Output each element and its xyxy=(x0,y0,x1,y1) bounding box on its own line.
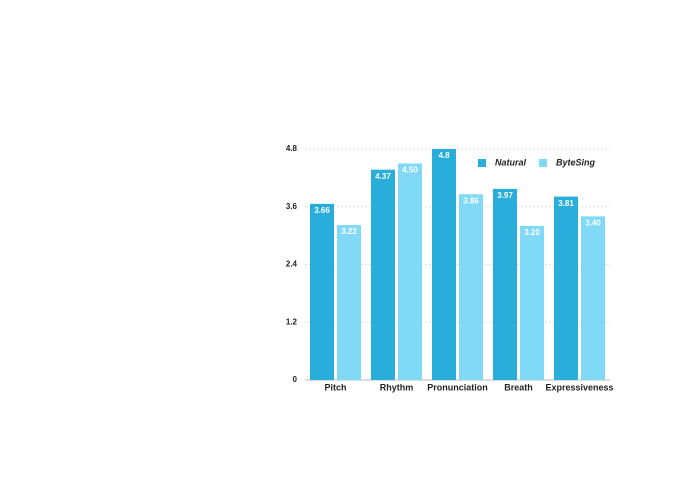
value-label: 4.37 xyxy=(375,172,391,181)
bar xyxy=(398,163,422,380)
x-tick-label: Pitch xyxy=(324,382,346,392)
bar xyxy=(459,194,483,380)
y-tick-label: 4.8 xyxy=(286,144,298,153)
legend-label: ByteSing xyxy=(556,157,596,167)
value-label: 3.20 xyxy=(524,228,540,237)
bar xyxy=(554,196,578,380)
bar xyxy=(337,225,361,380)
legend-swatch xyxy=(539,159,547,167)
value-label: 4.50 xyxy=(402,166,418,175)
y-tick-label: 3.6 xyxy=(286,202,298,211)
legend-swatch xyxy=(478,159,486,167)
bar xyxy=(493,188,517,380)
value-label: 3.97 xyxy=(497,191,513,200)
x-tick-label: Expressiveness xyxy=(545,382,613,392)
bar xyxy=(432,149,456,380)
value-label: 3.81 xyxy=(558,199,574,208)
bar xyxy=(520,226,544,380)
bar xyxy=(310,203,334,380)
bar xyxy=(371,169,395,380)
y-tick-label: 0 xyxy=(293,375,298,384)
y-tick-label: 2.4 xyxy=(286,260,298,269)
x-tick-label: Rhythm xyxy=(380,382,414,392)
value-label: 3.22 xyxy=(341,227,357,236)
x-tick-label: Pronunciation xyxy=(427,382,488,392)
value-label: 3.86 xyxy=(463,196,479,205)
value-label: 4.8 xyxy=(438,151,450,160)
value-label: 3.66 xyxy=(314,206,330,215)
x-tick-label: Breath xyxy=(504,382,533,392)
legend-label: Natural xyxy=(495,157,527,167)
y-tick-label: 1.2 xyxy=(286,317,298,326)
value-label: 3.40 xyxy=(585,218,601,227)
bar xyxy=(581,216,605,380)
